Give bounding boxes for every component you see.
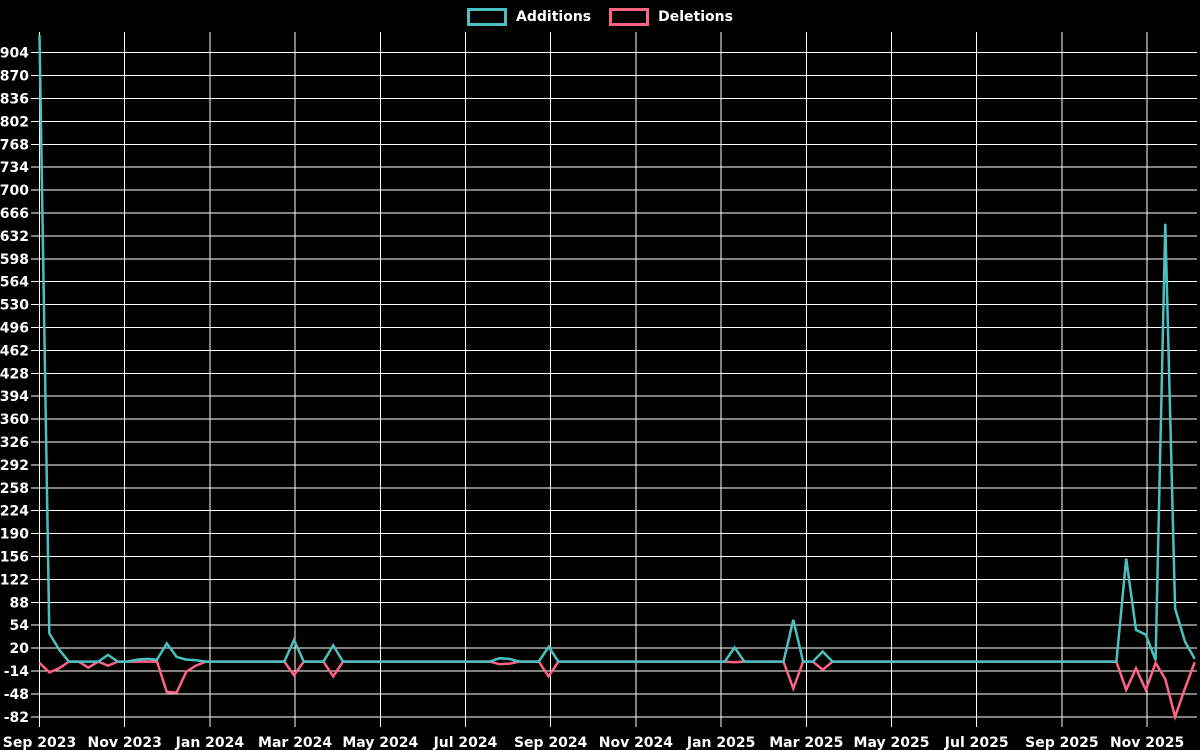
x-tick-label: Sep 2025 — [1025, 735, 1098, 750]
y-tick-label: 88 — [10, 595, 29, 611]
y-tick-label: 428 — [0, 366, 29, 382]
x-tick-label: Jul 2024 — [433, 735, 498, 750]
y-tick-label: 224 — [0, 504, 29, 520]
x-tick-label: May 2025 — [854, 735, 930, 750]
x-tick-label: Jul 2025 — [944, 735, 1009, 750]
y-tick-label: 666 — [0, 206, 29, 222]
y-tick-label: 156 — [0, 550, 29, 566]
legend-label-additions: Additions — [516, 9, 592, 25]
x-tick-label: May 2024 — [342, 735, 418, 750]
y-tick-label: 700 — [0, 183, 29, 199]
y-tick-label: 734 — [0, 160, 29, 176]
y-tick-label: 360 — [0, 412, 29, 428]
legend-label-deletions: Deletions — [658, 9, 733, 25]
x-tick-label: Sep 2023 — [3, 735, 76, 750]
x-tick-label: Nov 2024 — [599, 735, 674, 750]
y-tick-label: 598 — [0, 252, 29, 268]
y-tick-label: 904 — [0, 46, 29, 62]
y-tick-label: 462 — [0, 343, 29, 359]
x-tick-label: Sep 2024 — [514, 735, 588, 750]
y-tick-label: 496 — [0, 321, 29, 337]
y-tick-label: 564 — [0, 275, 29, 291]
y-tick-label: 632 — [0, 229, 29, 245]
y-tick-label: 190 — [0, 527, 29, 543]
additions-line — [38, 35, 1196, 663]
chart-legend: Additions Deletions — [0, 8, 1200, 26]
y-tick-label: 802 — [0, 114, 29, 130]
y-tick-label: 292 — [0, 458, 29, 474]
x-tick-label: Mar 2024 — [258, 735, 332, 750]
x-tick-label: Mar 2025 — [769, 735, 843, 750]
x-tick-label: Nov 2023 — [88, 735, 162, 750]
y-tick-label: 870 — [0, 69, 29, 85]
axis-labels-group: Sep 2023 Nov 2023 Jan 2024 Mar 2024 May 2024… — [0, 46, 1184, 750]
y-tick-label: 836 — [0, 92, 29, 108]
legend-item-additions[interactable]: Additions — [467, 8, 591, 26]
x-tick-label: Jan 2025 — [686, 735, 755, 750]
y-tick-label: 326 — [0, 435, 29, 451]
y-tick-label: 54 — [10, 618, 30, 634]
y-tick-label: 530 — [0, 298, 29, 314]
additions-swatch-icon — [467, 8, 508, 26]
y-tick-label: -14 — [4, 664, 30, 680]
y-tick-label: 122 — [0, 572, 29, 588]
x-tick-label: Nov 2025 — [1110, 735, 1184, 750]
y-tick-label: -48 — [4, 687, 29, 703]
y-tick-label: 258 — [0, 481, 29, 497]
y-tick-label: -82 — [4, 710, 29, 726]
legend-item-deletions[interactable]: Deletions — [609, 8, 733, 26]
y-tick-label: 394 — [0, 389, 29, 405]
deletions-swatch-icon — [609, 8, 650, 26]
x-tick-label: Jan 2024 — [175, 735, 245, 750]
grid-group — [31, 32, 1197, 727]
y-tick-label: 768 — [0, 137, 29, 153]
y-tick-label: 20 — [10, 641, 30, 657]
